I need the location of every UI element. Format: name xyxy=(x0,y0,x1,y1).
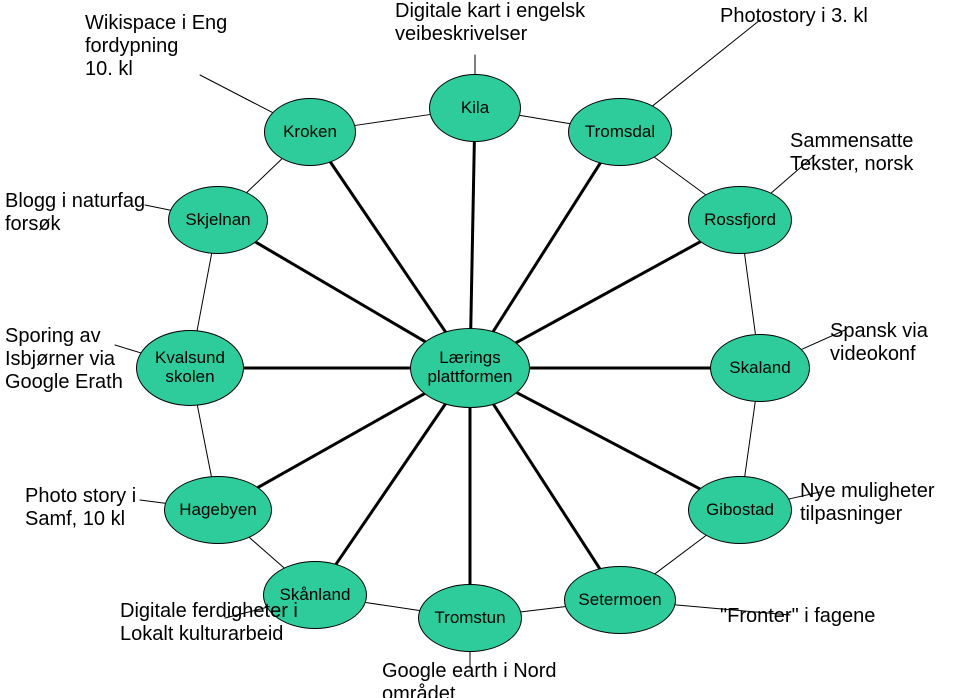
node-gibostad: Gibostad xyxy=(688,476,792,544)
node-skjelnan: Skjelnan xyxy=(168,186,268,254)
node-label: Skaland xyxy=(729,359,790,378)
node-label: Hagebyen xyxy=(179,501,257,520)
lbl-googleearth: Google earth i Nord området xyxy=(382,660,557,698)
node-label: Tromsdal xyxy=(585,123,655,142)
lbl-photosamf: Photo story i Samf, 10 kl xyxy=(25,485,136,531)
lbl-digkart: Digitale kart i engelsk veibeskrivelser xyxy=(395,0,585,46)
node-label: Skjelnan xyxy=(185,211,250,230)
node-kvalsund: Kvalsund skolen xyxy=(136,330,244,406)
node-skaland: Skaland xyxy=(710,334,810,402)
node-rossfjord: Rossfjord xyxy=(688,186,792,254)
node-label: Tromstun xyxy=(434,609,505,628)
lbl-photostory3: Photostory i 3. kl xyxy=(720,5,868,28)
diagram-stage: Kroken Kila Tromsdal Rossfjord Skaland Gibost… xyxy=(0,0,960,698)
node-label: Rossfjord xyxy=(704,211,776,230)
node-label: Kvalsund skolen xyxy=(155,349,225,386)
lbl-wikispace: Wikispace i Eng fordypning 10. kl xyxy=(85,12,227,81)
node-center: Lærings plattformen xyxy=(410,328,530,408)
lbl-spansk: Spansk via videokonf xyxy=(830,320,928,366)
lbl-fronter: "Fronter" i fagene xyxy=(720,605,875,628)
node-label: Kila xyxy=(461,99,489,118)
node-tromsdal: Tromsdal xyxy=(568,98,672,166)
node-setermoen: Setermoen xyxy=(564,566,676,634)
node-label: Lærings plattformen xyxy=(427,349,512,386)
node-tromstun: Tromstun xyxy=(418,584,522,652)
lbl-blogg: Blogg i naturfag forsøk xyxy=(5,190,145,236)
node-kila: Kila xyxy=(429,74,521,142)
node-label: Gibostad xyxy=(706,501,774,520)
node-hagebyen: Hagebyen xyxy=(164,476,272,544)
node-label: Kroken xyxy=(283,123,337,142)
lbl-digferd: Digitale ferdigheter i Lokalt kulturarbe… xyxy=(120,600,298,646)
lbl-nyemul: Nye muligheter tilpasninger xyxy=(800,480,935,526)
node-label: Setermoen xyxy=(578,591,661,610)
lbl-sammensatte: Sammensatte Tekster, norsk xyxy=(790,130,913,176)
node-kroken: Kroken xyxy=(264,98,356,166)
lbl-sporing: Sporing av Isbjørner via Google Erath xyxy=(5,325,123,394)
